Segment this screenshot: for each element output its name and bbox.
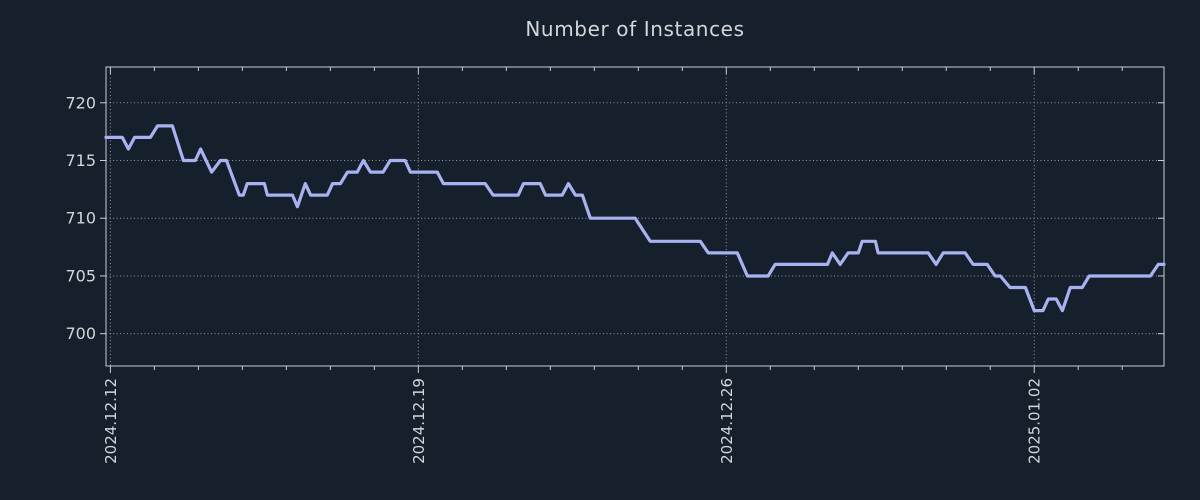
y-tick-label-720: 720: [65, 93, 96, 112]
y-tick-label-715: 715: [65, 151, 96, 170]
y-tick-label-705: 705: [65, 266, 96, 285]
chart-title: Number of Instances: [525, 17, 745, 41]
plot-border: [105, 66, 1165, 367]
x-tick-label-2024.12.19: 2024.12.19: [410, 378, 428, 464]
x-tick-label-2025.01.02: 2025.01.02: [1026, 378, 1044, 464]
y-tick-label-700: 700: [65, 324, 96, 343]
x-tick-label-2024.12.26: 2024.12.26: [718, 378, 736, 464]
series-line-instances: [104, 124, 1166, 313]
x-tick-label-2024.12.12: 2024.12.12: [102, 378, 120, 464]
y-tick-label-710: 710: [65, 209, 96, 228]
